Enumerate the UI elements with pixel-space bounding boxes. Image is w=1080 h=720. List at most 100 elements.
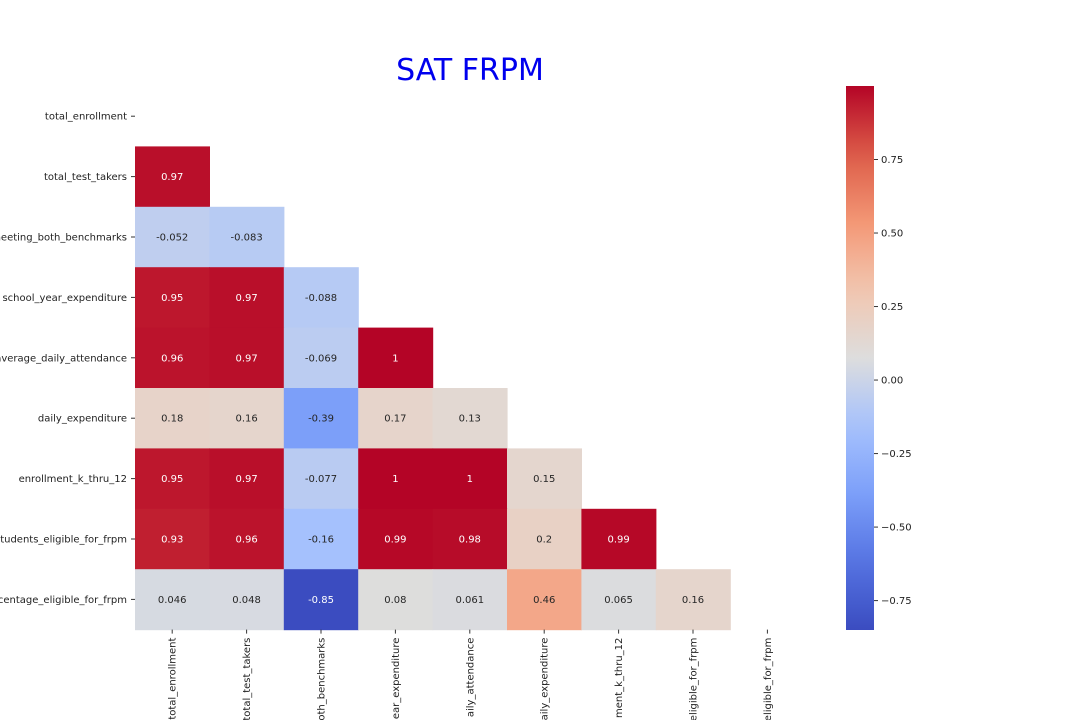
heatmap-cell — [283, 569, 359, 631]
colorbar-tick-label: −0.50 — [881, 523, 912, 534]
cell-value-label: 1 — [392, 353, 398, 364]
heatmap-cell — [507, 448, 582, 510]
y-tick-label: total_enrollment — [45, 112, 127, 123]
heatmap-cell — [283, 448, 359, 510]
heatmap-cell — [358, 388, 434, 449]
cell-value-label: 0.16 — [235, 414, 257, 425]
heatmap-cell — [209, 327, 285, 389]
heatmap-cell — [209, 388, 285, 449]
x-tick-label: total_test_takers — [242, 638, 253, 720]
cell-value-label: 0.97 — [235, 474, 257, 485]
heatmap-cell — [432, 508, 508, 570]
heatmap-cell — [507, 508, 582, 570]
cell-value-label: 0.2 — [536, 535, 552, 546]
heatmap-cell — [581, 508, 657, 570]
y-tick-label: average_daily_attendance — [0, 353, 127, 364]
colorbar-tick-label: 0.75 — [881, 155, 903, 166]
x-tick-label: eligible_for_frpm — [689, 638, 700, 720]
heatmap-cell — [135, 146, 210, 208]
cell-value-label: 0.13 — [459, 414, 481, 425]
heatmap-cell — [135, 388, 210, 449]
y-tick-label: enrollment_k_thru_12 — [19, 474, 127, 485]
heatmap-cell — [432, 569, 508, 631]
cell-value-label: -0.077 — [305, 474, 337, 485]
x-axis-labels: total_enrollment total_test_takers oth_ben… — [168, 629, 774, 720]
y-tick-label: tudents_eligible_for_frpm — [0, 535, 127, 546]
cell-value-label: 0.95 — [161, 474, 183, 485]
heatmap-cell — [581, 569, 657, 631]
cell-value-label: 0.061 — [455, 595, 484, 606]
heatmap-cell — [135, 327, 210, 389]
y-tick-label: school_year_expenditure — [2, 293, 127, 304]
heatmap-cell — [135, 448, 210, 510]
y-tick-label: rcentage_eligible_for_frpm — [0, 595, 127, 606]
heatmap-cell — [432, 388, 508, 449]
y-tick-label: total_test_takers — [44, 172, 127, 183]
y-axis-labels: total_enrollment total_test_takersneeting… — [0, 112, 135, 606]
heatmap-cells: 0.97 -0.052 -0.083 0.95 0.97 -0.088 0.96 0.97 -0… — [135, 146, 731, 631]
y-tick-label: neeting_both_benchmarks — [0, 233, 127, 244]
cell-value-label: 0.96 — [161, 353, 183, 364]
x-tick-label: ear_expenditure — [391, 638, 402, 720]
heatmap-cell — [135, 206, 210, 268]
heatmap-cell — [358, 448, 434, 510]
heatmap-cell — [283, 508, 359, 570]
cell-value-label: 1 — [392, 474, 398, 485]
heatmap-cell — [283, 388, 359, 449]
cell-value-label: 0.065 — [604, 595, 633, 606]
cell-value-label: 1 — [467, 474, 473, 485]
colorbar-tick-label: 0.50 — [881, 229, 903, 240]
heatmap-cell — [135, 267, 210, 329]
cell-value-label: -0.39 — [308, 414, 334, 425]
colorbar-tick-label: 0.00 — [881, 376, 903, 387]
cell-value-label: 0.99 — [384, 535, 406, 546]
colorbar: 0.75 0.50 0.25 0.00 −0.25 −0.50 −0.75 — [846, 86, 912, 630]
x-tick-label: aily_expenditure — [540, 638, 551, 720]
heatmap-cell — [358, 508, 434, 570]
heatmap-cell — [135, 569, 210, 631]
heatmap-cell — [135, 508, 210, 570]
cell-value-label: 0.08 — [384, 595, 406, 606]
cell-value-label: 0.18 — [161, 414, 183, 425]
cell-value-label: 0.048 — [232, 595, 261, 606]
y-tick-label: daily_expenditure — [38, 414, 127, 425]
cell-value-label: -0.052 — [156, 233, 188, 244]
x-tick-label: eligible_for_frpm — [763, 638, 774, 720]
heatmap-cell — [358, 569, 434, 631]
cell-value-label: -0.083 — [230, 233, 262, 244]
chart-title: SAT FRPM — [396, 53, 544, 88]
cell-value-label: -0.16 — [308, 535, 334, 546]
heatmap-cell — [209, 267, 285, 329]
heatmap-cell — [655, 569, 731, 631]
colorbar-tick-label: −0.25 — [881, 449, 912, 460]
heatmap-cell — [283, 327, 359, 389]
cell-value-label: 0.17 — [384, 414, 406, 425]
cell-value-label: -0.85 — [308, 595, 334, 606]
colorbar-tick-label: −0.75 — [881, 596, 912, 607]
heatmap-cell — [209, 508, 285, 570]
x-tick-label: aily_attendance — [465, 638, 476, 718]
cell-value-label: 0.97 — [235, 353, 257, 364]
x-tick-label: oth_benchmarks — [317, 638, 328, 720]
cell-value-label: 0.15 — [533, 474, 555, 485]
heatmap-cell — [358, 327, 434, 389]
heatmap-cell — [432, 448, 508, 510]
cell-value-label: 0.46 — [533, 595, 555, 606]
cell-value-label: 0.96 — [235, 535, 257, 546]
cell-value-label: 0.99 — [607, 535, 629, 546]
cell-value-label: 0.16 — [682, 595, 704, 606]
cell-value-label: -0.069 — [305, 353, 337, 364]
heatmap-cell — [209, 448, 285, 510]
cell-value-label: 0.97 — [235, 293, 257, 304]
heatmap-cell — [507, 569, 582, 631]
heatmap-cell — [283, 267, 359, 329]
heatmap-cell — [209, 206, 285, 268]
x-tick-label: total_enrollment — [168, 638, 179, 720]
colorbar-gradient — [846, 86, 874, 630]
cell-value-label: 0.98 — [459, 535, 481, 546]
cell-value-label: -0.088 — [305, 293, 337, 304]
x-tick-label: ment_k_thru_12 — [614, 638, 625, 718]
colorbar-tick-label: 0.25 — [881, 302, 903, 313]
cell-value-label: 0.046 — [158, 595, 187, 606]
